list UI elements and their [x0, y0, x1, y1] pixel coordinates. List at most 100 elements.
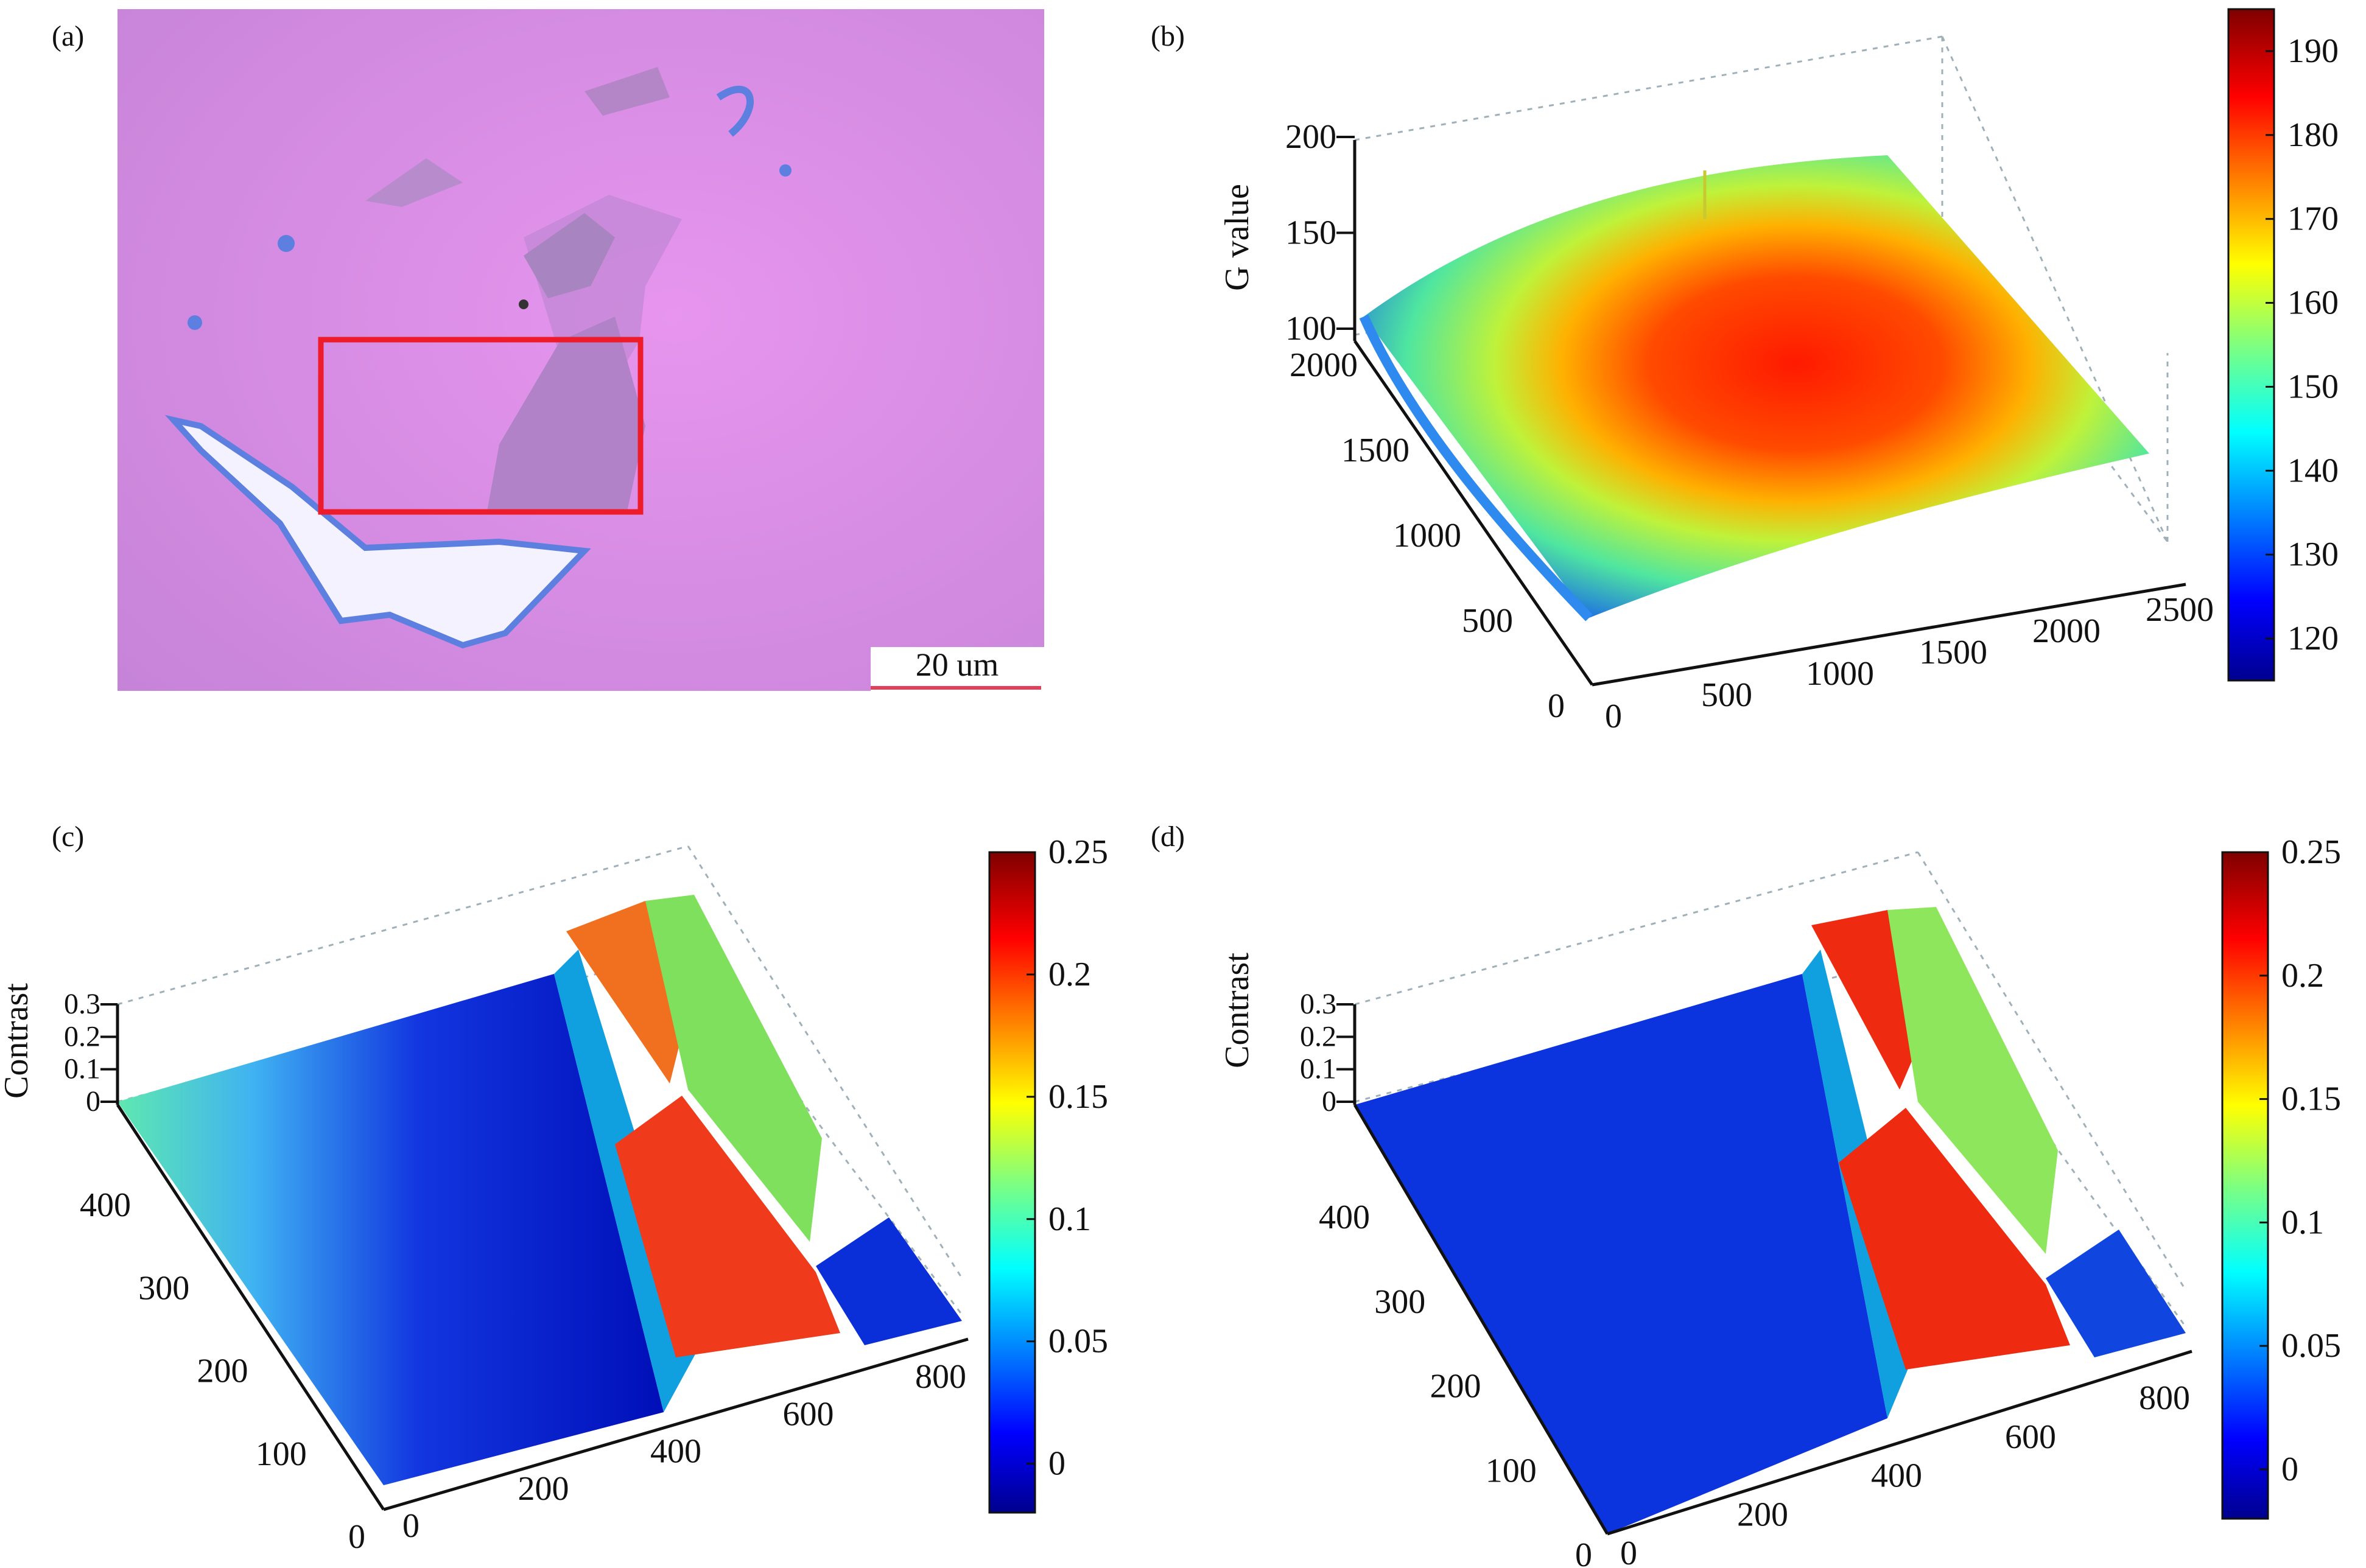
- b-yticks-label: 0: [1548, 687, 1565, 725]
- b-yticks-label: 1500: [1341, 432, 1409, 469]
- chart-b-surface: [1364, 155, 2149, 618]
- c-zticks-label: 0.1: [64, 1053, 100, 1085]
- c-xticks-label: 0: [402, 1507, 419, 1545]
- d-xticks-label: 200: [1737, 1496, 1788, 1533]
- chart-c-thin-flake: [645, 895, 822, 1242]
- colorbar-tick-label: 160: [2287, 284, 2339, 322]
- colorbar-bar: [2221, 851, 2269, 1520]
- d-xticks-label: 400: [1871, 1457, 1922, 1495]
- micrograph: 20 um: [118, 9, 1044, 691]
- colorbar-bar: [2227, 8, 2275, 682]
- chart-c-colorbar: 0 0.05 0.1 0.15 0.2 0.25: [988, 833, 1108, 1514]
- c-yticks-label: 100: [256, 1435, 307, 1473]
- particle: [278, 235, 295, 252]
- particle: [188, 315, 202, 330]
- flake-thick: [524, 213, 615, 298]
- b-xticks-label: 2000: [2032, 612, 2101, 650]
- chart-c-substrate-right: [816, 1217, 962, 1345]
- colorbar-tick-label: 0.05: [2281, 1327, 2341, 1365]
- chart-c-thick-flake-lower: [615, 1096, 840, 1357]
- b-zticks-label: 150: [1285, 214, 1336, 252]
- particle: [519, 299, 528, 309]
- b-xticks-label: 1000: [1806, 655, 1874, 693]
- c-zticks-label: 0: [86, 1085, 100, 1118]
- c-xticks-label: 800: [915, 1358, 966, 1396]
- d-yticks-label: 300: [1374, 1283, 1425, 1321]
- b-zticks-label: 100: [1285, 310, 1336, 348]
- b-xticks-label: 0: [1605, 698, 1622, 735]
- d-yticks-label: 400: [1319, 1199, 1370, 1236]
- d-zticks-label: 0: [1322, 1085, 1336, 1118]
- b-yticks-label: 1000: [1393, 517, 1461, 555]
- c-zticks-label: 0.3: [64, 988, 100, 1020]
- panel-label-b: (b): [1151, 20, 1185, 52]
- colorbar-tick-label: 130: [2287, 536, 2339, 573]
- c-yticks-label: 400: [80, 1186, 131, 1224]
- chart-c-substrate-left: [118, 974, 664, 1485]
- colorbar-tick-label: 0.25: [2281, 833, 2341, 871]
- c-zticks-label: 0.2: [64, 1020, 100, 1052]
- chart-d-colorbar: 0 0.05 0.1 0.15 0.2 0.25: [2221, 833, 2341, 1520]
- b-yticks-label: 500: [1462, 602, 1513, 640]
- chart-d-zlabel: Contrast: [1218, 953, 1256, 1068]
- panel-label-a: (a): [52, 20, 84, 52]
- scale-bar-label: 20 um: [916, 646, 999, 683]
- chart-d-substrate-right: [2046, 1230, 2186, 1357]
- colorbar-bar: [988, 851, 1036, 1514]
- roi-box: [318, 337, 644, 515]
- colorbar-tick-label: 0: [1048, 1445, 1065, 1483]
- panel-label-c: (c): [52, 821, 84, 853]
- chart-d-thick-flake-upper: [1811, 910, 1918, 1090]
- flake-roi: [487, 317, 645, 511]
- chart-b-axes: [1353, 140, 2186, 687]
- colorbar-tick-label: 190: [2287, 32, 2339, 70]
- colorbar-tick-label: 0.2: [1048, 956, 1091, 993]
- chart-c-axes: [116, 1004, 969, 1511]
- d-zticks-label: 0.1: [1300, 1053, 1336, 1085]
- chart-d-thin-flake: [1887, 907, 2058, 1254]
- colorbar-tick-label: 0.2: [2281, 957, 2324, 995]
- c-yticks-label: 0: [348, 1518, 365, 1556]
- colorbar-tick-label: 120: [2287, 620, 2339, 657]
- c-xticks-label: 600: [783, 1395, 834, 1433]
- b-zticks-label: 200: [1285, 118, 1336, 156]
- panel-label-d: (d): [1151, 821, 1185, 853]
- colorbar-tick-label: 0.25: [1048, 833, 1108, 871]
- d-xticks-label: 800: [2139, 1379, 2190, 1417]
- metal-debris: [164, 415, 591, 649]
- chart-d-z-tick-labels: 00.10.20.3: [1300, 988, 1353, 1118]
- colorbar-tick-label: 150: [2287, 368, 2339, 405]
- chart-d-axes: [1353, 1004, 2192, 1536]
- d-xticks-label: 0: [1620, 1535, 1637, 1568]
- b-xticks-label: 1500: [1919, 634, 1987, 671]
- chart-b-y-tick-labels: 0 500 1000 1500 2000: [1290, 346, 1565, 725]
- d-yticks-label: 0: [1575, 1536, 1592, 1568]
- particle: [779, 164, 792, 177]
- b-xticks-label: 2500: [2146, 591, 2214, 629]
- d-xticks-label: 600: [2005, 1418, 2056, 1456]
- chart-b-zlabel: G value: [1218, 184, 1256, 291]
- scale-bar-box: [871, 647, 1044, 691]
- chart-d-thick-flake-lower: [1839, 1108, 2070, 1370]
- chart-b-colorbar: 120 130 140 150 160 170 180 190: [2227, 8, 2339, 682]
- colorbar-tick-label: 170: [2287, 200, 2339, 238]
- chart-b: G value 100 150 200 0 500 1000 1500 2000 0 500 1…: [1218, 8, 2339, 735]
- chart-c-z-tick-labels: 00.10.20.3: [64, 988, 118, 1118]
- colorbar-tick-label: 180: [2287, 116, 2339, 154]
- c-xticks-label: 200: [518, 1470, 569, 1508]
- colorbar-tick-label: 0: [2281, 1451, 2298, 1488]
- chart-c-thick-flake-upper: [566, 901, 682, 1083]
- c-xticks-label: 400: [650, 1433, 701, 1471]
- flake-mid: [365, 158, 463, 207]
- colorbar-tick-label: 0.1: [2281, 1203, 2324, 1241]
- chart-b-surface-edge: [1359, 314, 1593, 621]
- d-zticks-label: 0.2: [1300, 1020, 1336, 1052]
- flake-top: [584, 67, 670, 116]
- c-yticks-label: 300: [138, 1269, 189, 1307]
- chart-b-x-tick-labels: 0 500 1000 1500 2000 2500: [1605, 591, 2214, 735]
- chart-c-y-tick-labels: 0 100 200 300 400: [80, 1186, 365, 1556]
- colorbar-tick-label: 0.15: [1048, 1078, 1108, 1116]
